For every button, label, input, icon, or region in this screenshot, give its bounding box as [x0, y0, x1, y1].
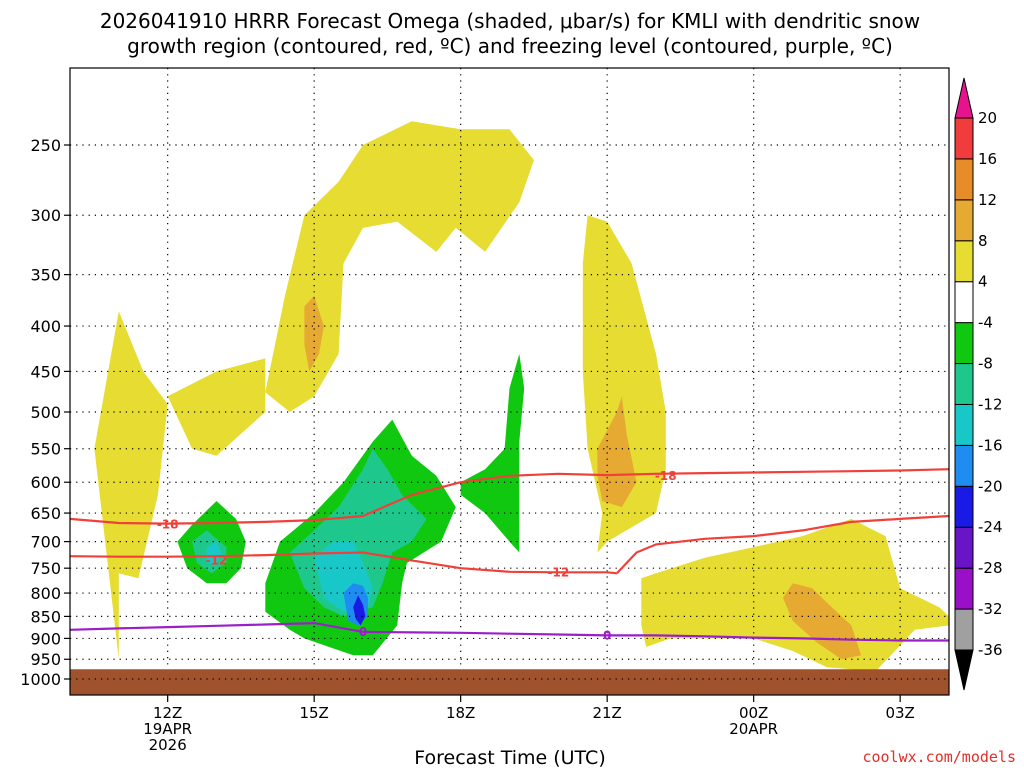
x-axis-label: Forecast Time (UTC) [414, 747, 605, 768]
y-tick-label: 750 [30, 559, 61, 578]
contour-lines: -18 -18 -12 -12 0 0 [69, 468, 950, 642]
y-tick-label: 300 [30, 206, 61, 225]
y-tick-label: 350 [30, 266, 61, 285]
contour-label: -18 [157, 518, 179, 532]
y-tick-label: 450 [30, 362, 61, 381]
colorbar-band [954, 199, 974, 242]
colorbar-label: -24 [978, 518, 1003, 536]
colorbar-label: -4 [978, 314, 993, 332]
title-line-1: 2026041910 HRRR Forecast Omega (shaded, … [100, 9, 920, 33]
contour-line-2 [69, 551, 618, 575]
omega-region-1 [167, 358, 266, 456]
omega-region-5 [304, 296, 324, 372]
omega-colorbar: 20 16 12 8 4 -4 -8 -12 -16 -20 -24 -28 -32 -36 [954, 77, 1003, 691]
x-tick-label: 19APR [143, 720, 192, 738]
contour-line-1 [616, 514, 950, 575]
colorbar-label: 20 [978, 109, 997, 127]
y-tick-label: 800 [30, 584, 61, 603]
x-tick-label: 2026 [149, 736, 187, 754]
plot-area: -18 -18 -12 -12 0 0 [69, 67, 950, 696]
colorbar-label: 12 [978, 191, 997, 209]
colorbar-band [954, 485, 974, 528]
colorbar-band [954, 322, 974, 365]
colorbar-band [954, 281, 974, 324]
contour-label: -18 [655, 469, 677, 483]
x-tick-label: 15Z [299, 704, 328, 722]
ground-layer [70, 669, 949, 695]
credit-text: coolwx.com/models [862, 748, 1016, 766]
y-tick-label: 250 [30, 136, 61, 155]
contour-line-0 [69, 468, 950, 525]
title-line-2: growth region (contoured, red, ºC) and f… [127, 34, 893, 58]
y-tick-label: 950 [30, 650, 61, 669]
contour-label: -12 [547, 565, 569, 579]
contour-label: 0 [603, 628, 611, 642]
colorbar-label: 16 [978, 150, 997, 168]
colorbar-label: -20 [978, 477, 1003, 495]
y-tick-label: 550 [30, 440, 61, 459]
colorbar-band [954, 526, 974, 569]
plot-frame [69, 67, 950, 696]
y-tick-label: 1000 [20, 670, 61, 689]
ground [70, 669, 949, 695]
colorbar-extend-low [954, 649, 974, 691]
y-tick-label: 850 [30, 607, 61, 626]
omega-region-2 [265, 121, 534, 412]
colorbar-label: -16 [978, 436, 1003, 454]
colorbar-band [954, 240, 974, 283]
x-tick-label: 20APR [729, 720, 778, 738]
y-tick-label: 700 [30, 533, 61, 552]
omega-region-13 [206, 541, 222, 563]
colorbar-label: -12 [978, 395, 1003, 413]
colorbar-label: -8 [978, 355, 993, 373]
colorbar-label: -36 [978, 641, 1003, 659]
x-tick-label: 18Z [446, 704, 475, 722]
y-tick-label: 900 [30, 629, 61, 648]
colorbar-label: -32 [978, 600, 1003, 618]
omega-region-16 [353, 595, 366, 626]
contour-line-3 [69, 621, 949, 642]
y-tick-label: 600 [30, 473, 61, 492]
x-tick-label: 21Z [592, 704, 621, 722]
omega-region-0 [94, 311, 168, 660]
colorbar-label: -28 [978, 559, 1003, 577]
colorbar-label: 4 [978, 273, 988, 291]
contour-label: -12 [206, 553, 228, 567]
pressure-axis: 250 300 350 400 450 500 550 600 650 700 750 800 850 9… [20, 136, 70, 689]
colorbar-band [954, 608, 974, 651]
grid-lines [70, 68, 949, 680]
y-tick-label: 400 [30, 317, 61, 336]
colorbar-band [954, 363, 974, 405]
omega-region-10 [460, 353, 525, 553]
y-tick-label: 500 [30, 403, 61, 422]
omega-region-6 [597, 396, 637, 508]
x-tick-label: 12Z [153, 704, 182, 722]
colorbar-band [954, 444, 974, 487]
omega-shading [94, 121, 949, 672]
contour-label: 0 [359, 625, 367, 639]
colorbar-band [954, 567, 974, 610]
colorbar-band [954, 117, 974, 160]
colorbar-band [954, 403, 974, 446]
y-tick-label: 650 [30, 504, 61, 523]
colorbar-band [954, 158, 974, 201]
x-tick-label: 00Z [739, 704, 768, 722]
x-tick-label: 03Z [885, 704, 914, 722]
colorbar-extend-high [954, 77, 974, 119]
colorbar-label: 8 [978, 232, 988, 250]
